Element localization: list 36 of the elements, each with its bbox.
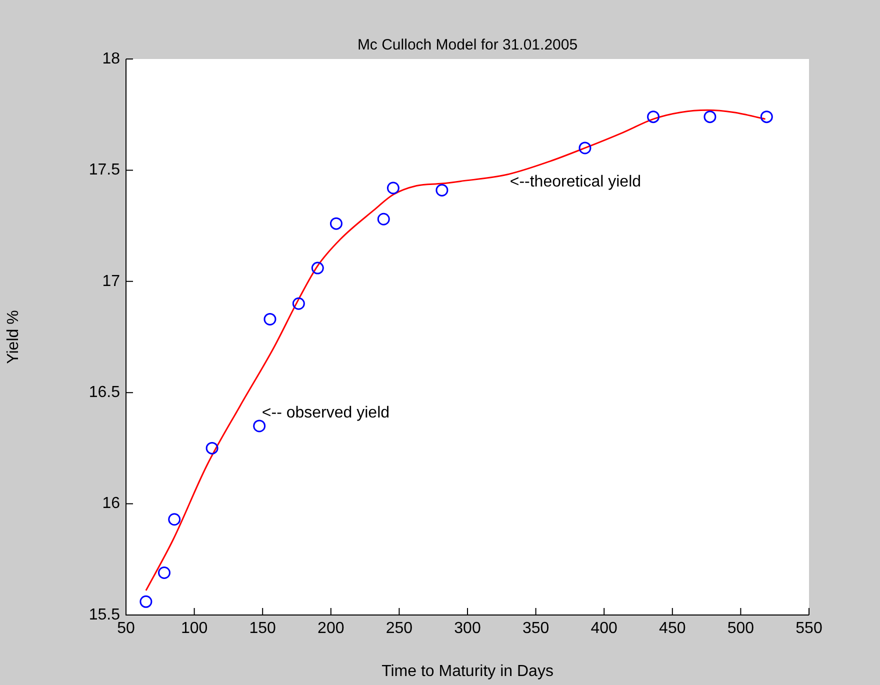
point xyxy=(377,212,390,226)
point xyxy=(158,566,170,579)
annotation: <--theoretical yield xyxy=(510,173,642,190)
x-tick-label: 450 xyxy=(659,620,686,638)
x-tick-label: 300 xyxy=(454,620,481,638)
point xyxy=(140,595,152,608)
x-tick-label: 550 xyxy=(796,620,822,638)
x-tick-label: 100 xyxy=(180,620,208,638)
y-tick-label: 16.5 xyxy=(88,384,120,402)
point xyxy=(264,312,276,326)
point xyxy=(292,297,305,310)
y-tick-label: 18 xyxy=(102,50,120,68)
x-axis-title: Time to Maturity in Days xyxy=(382,662,554,680)
y-tick-label: 17.5 xyxy=(88,162,120,179)
x-tick-label: 500 xyxy=(727,620,754,638)
annotation: <-- observed yield xyxy=(262,404,390,422)
point xyxy=(386,182,400,194)
point xyxy=(206,442,218,454)
y-tick-label: 16 xyxy=(102,495,120,512)
point xyxy=(330,217,342,230)
x-tick-label: 350 xyxy=(522,620,550,638)
point xyxy=(760,110,773,124)
y-axis-title: Yield % xyxy=(5,310,22,364)
point xyxy=(704,110,716,124)
chart-title: Mc Culloch Model for 31.01.2005 xyxy=(357,36,578,54)
y-tick-label: 17 xyxy=(102,272,120,290)
x-tick-label: 150 xyxy=(249,620,276,638)
point xyxy=(253,420,266,432)
point xyxy=(647,110,660,124)
point xyxy=(168,513,181,526)
x-tick-label: 250 xyxy=(386,620,413,638)
x-tick-label: 400 xyxy=(590,620,618,638)
x-tick-label: 200 xyxy=(318,620,344,638)
point xyxy=(436,184,448,196)
point xyxy=(578,142,592,154)
point xyxy=(311,262,324,274)
